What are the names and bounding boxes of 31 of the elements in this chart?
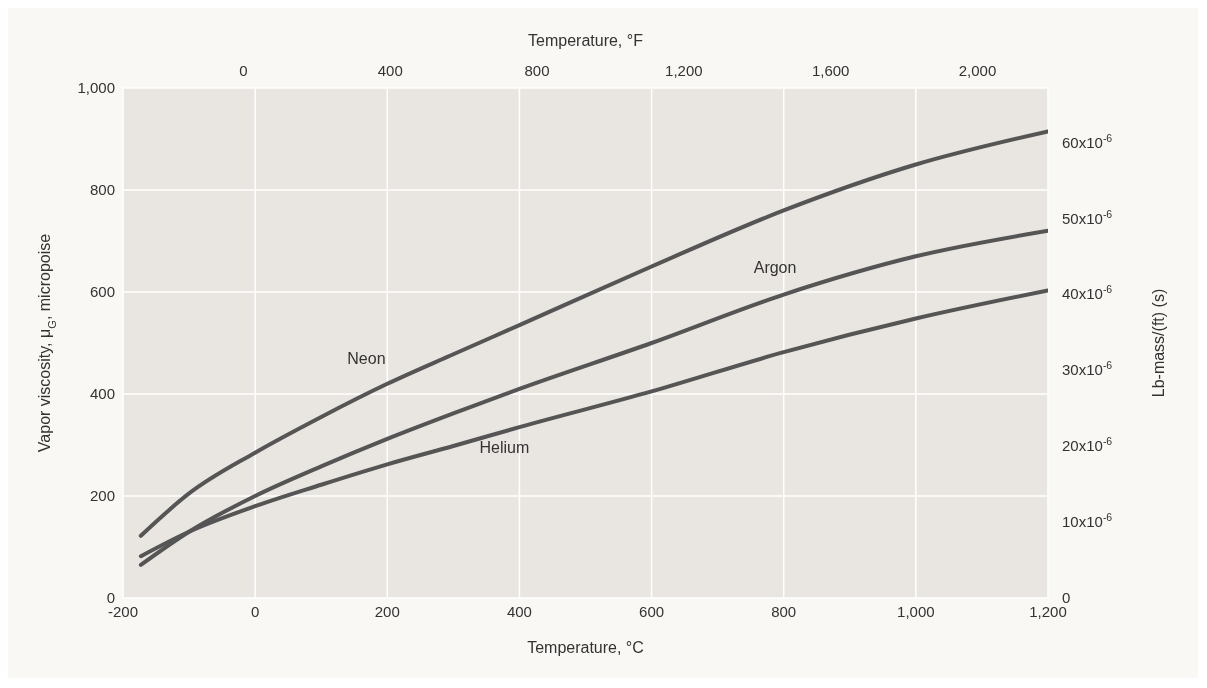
x-tick-label: 400	[506, 602, 532, 620]
series-label: Neon	[347, 349, 386, 367]
x2-tick-label: 0	[239, 62, 248, 79]
x2-tick-label: 2,000	[958, 62, 997, 79]
x2-tick-label: 800	[524, 62, 550, 79]
series-label: Helium	[479, 439, 530, 457]
y-tick-label: 200	[89, 487, 115, 505]
x2-tick-label: 400	[377, 62, 403, 79]
y2-tick-label: 20x10$^{-6}$	[1062, 435, 1113, 455]
y-tick-label: 400	[89, 385, 115, 403]
y-tick-label: 1,000	[77, 79, 115, 97]
y-tick-label: 800	[89, 181, 115, 199]
y2-axis-title: Lb-mass/(ft) (s)	[1150, 288, 1167, 398]
y2-tick-label: 40x10$^{-6}$	[1062, 283, 1113, 303]
x2-axis-title: Temperature, °F	[528, 32, 644, 49]
line-series	[138, 129, 1048, 538]
x-tick-label: 800	[771, 602, 797, 620]
y-tick-label: 600	[89, 283, 115, 301]
x2-tick-label: 1,200	[665, 62, 703, 79]
line-series	[138, 228, 1048, 567]
x-tick-label: 600	[639, 602, 665, 620]
y2-tick-label: 10x10$^{-6}$	[1062, 511, 1113, 531]
series-label: Argon	[753, 258, 797, 276]
x-tick-label: 1,000	[897, 602, 935, 620]
x-axis-title: Temperature, °C	[527, 639, 644, 656]
y2-tick-label: 30x10$^{-6}$	[1062, 359, 1113, 379]
x-tick-label: 200	[374, 602, 400, 620]
y2-tick-label: 60x10$^{-6}$	[1062, 131, 1113, 151]
x-tick-label: 0	[250, 602, 260, 620]
y2-tick-label: 50x10$^{-6}$	[1062, 207, 1113, 227]
x2-tick-label: 1,600	[811, 62, 850, 79]
